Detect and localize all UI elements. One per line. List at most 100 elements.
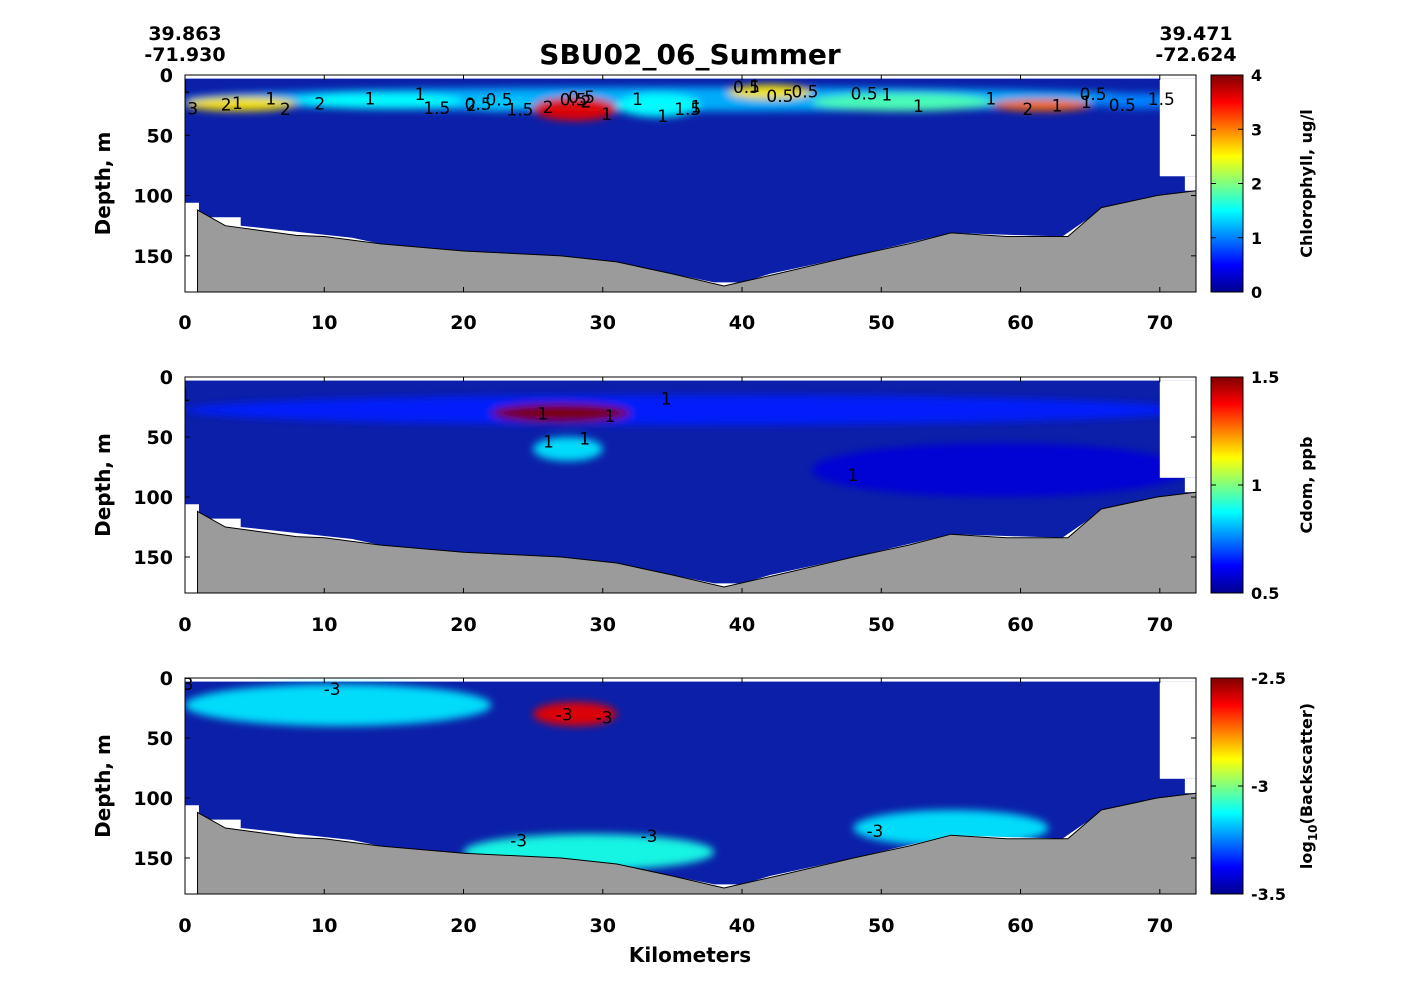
missing-data-area [1184,477,1196,493]
chart-title: SBU02_06_Summer [539,38,841,71]
contour-label: 1 [913,97,924,117]
start-latitude: 39.863 [148,23,221,45]
x-tick-label: 30 [590,312,616,334]
contour-label: 1 [1081,93,1092,113]
contour-label: 1.5 [423,99,450,119]
colorbar-tick-label: -3.5 [1251,885,1286,904]
y-tick-label: 0 [160,367,173,389]
field-anomaly [533,437,603,461]
plot-frame [184,677,1197,895]
field-anomaly [811,443,1188,497]
x-axis-label: Kilometers [629,943,751,967]
field-anomaly [491,403,631,423]
x-tick-label: 40 [729,915,755,937]
y-axis-label: Depth, m [91,132,115,236]
x-tick-label: 40 [729,312,755,334]
contour-label: 1 [881,85,892,105]
field-anomaly [185,96,297,112]
x-tick-label: 20 [450,312,476,334]
x-tick-label: 70 [1147,614,1173,636]
contour-label: 1 [657,107,668,127]
contour-label: 2 [1022,100,1033,120]
contour-label: 0.5 [791,83,818,103]
contour-label: 0.5 [1109,96,1136,116]
x-tick-label: 10 [311,312,337,334]
field-anomalies [185,395,1188,497]
colorbar-label: Chlorophyll, ug/l [1297,109,1316,258]
contour-label: 1 [848,466,859,486]
colorbar-tick-label: 1 [1251,476,1262,495]
y-tick-label: 100 [133,487,173,509]
y-tick-label: 150 [133,547,173,569]
start-longitude: -71.930 [144,44,225,66]
contour-label: 0.5 [568,88,595,108]
colorbar-tick-label: 1.5 [1251,368,1279,387]
contour-label: 2 [314,94,325,114]
field-anomaly [533,702,617,726]
contour-label: 1 [415,85,426,105]
field-anomaly [296,93,464,109]
contour-label: 0.5 [733,78,760,98]
x-tick-label: 70 [1147,915,1173,937]
y-tick-label: 0 [160,668,173,690]
y-tick-label: 50 [147,427,173,449]
contour-label: -3 [324,680,341,700]
contour-label: 0.5 [851,84,878,104]
x-tick-label: 60 [1007,614,1033,636]
colorbar-label: Cdom, ppb [1297,437,1316,534]
contour-label: 1 [265,90,276,110]
contour-label: 1.5 [506,101,533,121]
field-anomaly [616,93,701,118]
contour-label: 1 [180,386,191,406]
contour-label: 0.5 [1080,85,1107,105]
field-anomaly [992,99,1091,112]
contour-label: 0.5 [766,87,793,107]
contour-label: 1 [691,97,702,117]
x-tick-label: 0 [178,915,191,937]
backscatter-panel: -3-3-3 -3-3-3-30 10 20 30 40 50 60 70050100150De… [91,668,1320,937]
colorbar-tick-label: 0.5 [1251,584,1279,603]
x-tick-label: 50 [868,915,894,937]
contour-label: 0.5 [560,91,587,111]
field-anomaly [185,395,1188,425]
x-tick-label: 20 [450,614,476,636]
bathymetry [197,190,1196,292]
field-anomaly [463,96,534,112]
contour-label: -3 [177,675,194,695]
colorbar-tick-label: 2 [1251,175,1262,194]
contour-label: 1 [579,429,590,449]
field-anomaly [533,96,617,121]
contour-label: 1 [365,90,376,110]
contour-label: 2 [280,100,291,120]
field-anomaly [185,684,492,726]
field-anomaly [811,93,993,112]
contour-labels: -3 -3 -3 -3 -3 -3 -3 [177,675,883,851]
contour-label: 2 [466,96,477,116]
plot-frame [184,376,1197,594]
contour-label: 1 [180,78,191,98]
contour-label: 2 [543,98,554,118]
x-tick-label: 10 [311,915,337,937]
contour-label: 1 [537,405,548,425]
field-anomaly [728,84,812,100]
y-tick-label: 150 [133,246,173,268]
contour-label: 1 [604,407,615,427]
y-tick-label: 100 [133,186,173,208]
missing-data-area [1184,778,1196,794]
end-longitude: -72.624 [1155,44,1236,66]
x-tick-label: 70 [1147,312,1173,334]
contour-label: 3 [187,100,198,120]
y-tick-label: 150 [133,848,173,870]
plot-area: -3 -3 -3 -3 -3 -3 -3 [177,675,1196,894]
contour-label: -3 [866,822,883,842]
y-tick-label: 0 [160,65,173,87]
x-tick-label: 40 [729,614,755,636]
y-tick-label: 100 [133,788,173,810]
y-axis-label: Depth, m [91,433,115,537]
